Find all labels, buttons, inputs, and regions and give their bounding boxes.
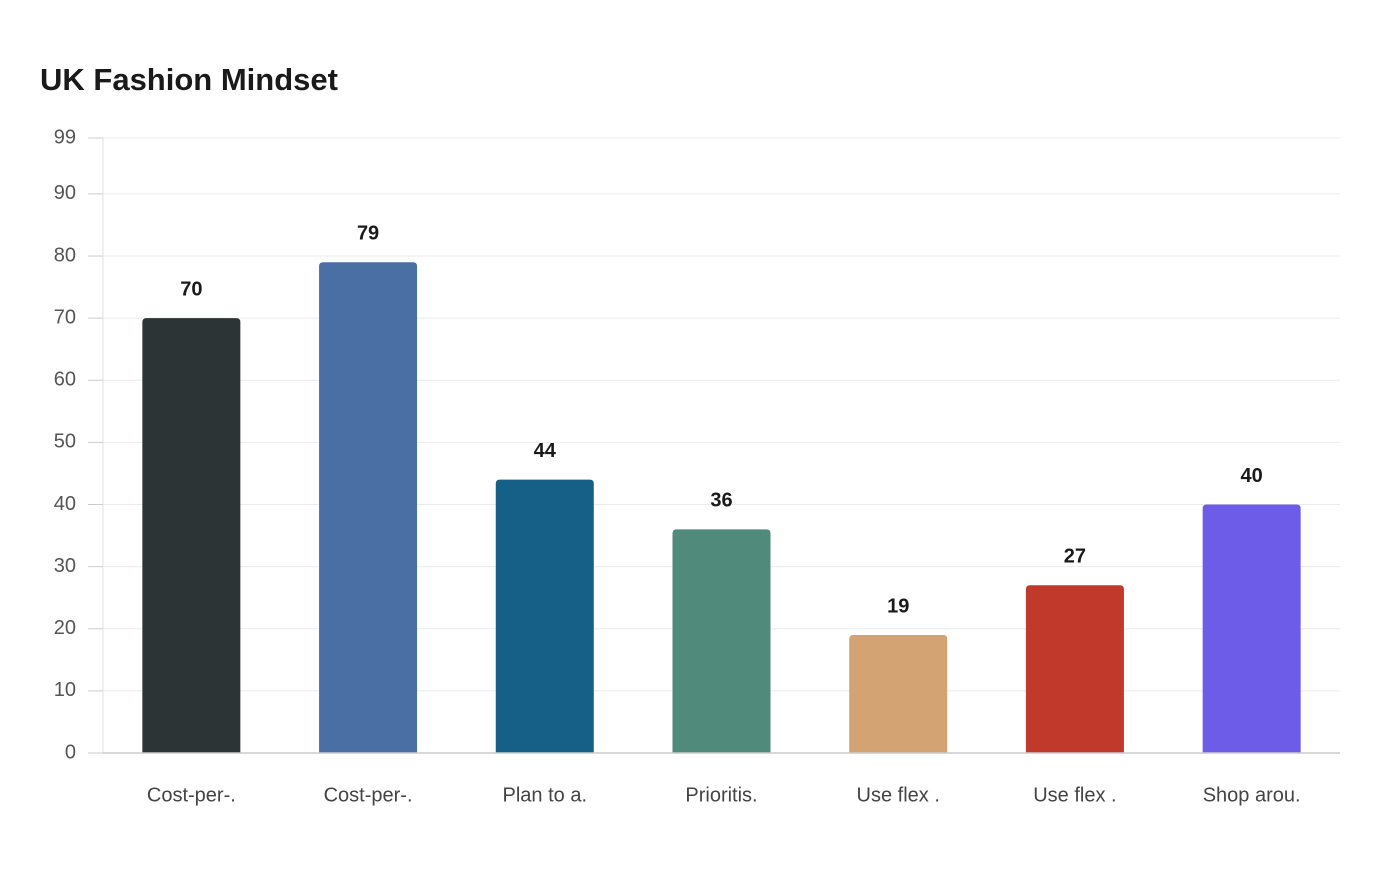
bar	[495, 479, 594, 753]
y-tick-label: 60	[54, 369, 76, 391]
y-tick-label: 90	[54, 182, 76, 204]
x-tick-label: Use flex .	[857, 784, 940, 806]
y-tick-label: 40	[54, 493, 76, 515]
y-tick-label: 20	[54, 617, 76, 639]
y-tick-label: 10	[54, 679, 76, 701]
y-tick-label: 80	[54, 244, 76, 266]
value-label: 19	[887, 595, 909, 617]
x-tick-label: Cost-per-.	[324, 784, 413, 806]
y-tick-label: 70	[54, 306, 76, 328]
x-tick-label: Use flex .	[1033, 784, 1116, 806]
bar	[849, 634, 948, 753]
bar	[1025, 585, 1124, 753]
y-tick-label: 50	[54, 431, 76, 453]
value-label: 79	[357, 223, 379, 245]
y-tick-label: 0	[65, 741, 76, 763]
value-label: 36	[710, 490, 732, 512]
x-tick-label: Plan to a.	[503, 784, 588, 806]
x-tick-label: Cost-per-.	[147, 784, 236, 806]
bar	[319, 262, 418, 753]
bar	[1202, 504, 1301, 753]
chart-title: UK Fashion Mindset	[40, 62, 338, 97]
y-tick-label: 30	[54, 555, 76, 577]
bar	[142, 318, 241, 753]
bar	[672, 529, 771, 753]
value-label: 40	[1241, 465, 1263, 487]
x-tick-label: Prioritis.	[685, 784, 757, 806]
value-label: 70	[180, 278, 202, 300]
value-label: 27	[1064, 546, 1086, 568]
value-label: 44	[534, 440, 557, 462]
x-tick-label: Shop arou.	[1203, 784, 1301, 806]
y-tick-label: 99	[54, 126, 76, 148]
